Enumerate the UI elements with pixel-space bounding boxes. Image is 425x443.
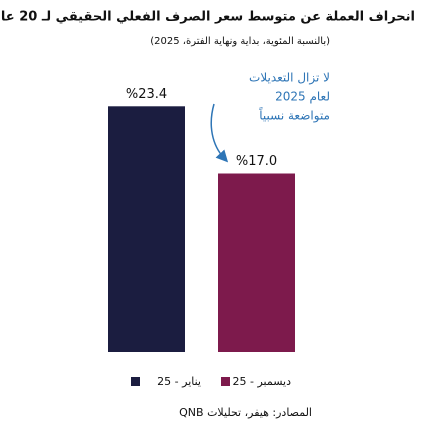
bar	[218, 173, 295, 352]
legend-swatch	[221, 377, 230, 386]
annotation: لا تزال التعديلات	[249, 71, 330, 86]
annotation: متواضعة نسبياً	[259, 107, 330, 124]
source: المصادر: هيفر، تحليلات QNB	[179, 406, 312, 419]
annotation: لعام 2025	[275, 90, 330, 104]
value-label: %17.0	[236, 154, 277, 169]
bar	[108, 106, 185, 352]
chart-subtitle: (بالنسبة المئوية، بداية ونهاية الفترة، 2…	[150, 36, 330, 47]
legend-label: ديسمبر - 25	[233, 375, 292, 388]
chart-title: انحراف العملة عن متوسط سعر الصرف الفعلي …	[0, 7, 415, 25]
value-label: %23.4	[126, 87, 167, 102]
legend-label: يناير - 25	[157, 375, 201, 388]
annotation-arrow	[210, 103, 229, 163]
legend-swatch	[131, 377, 140, 386]
